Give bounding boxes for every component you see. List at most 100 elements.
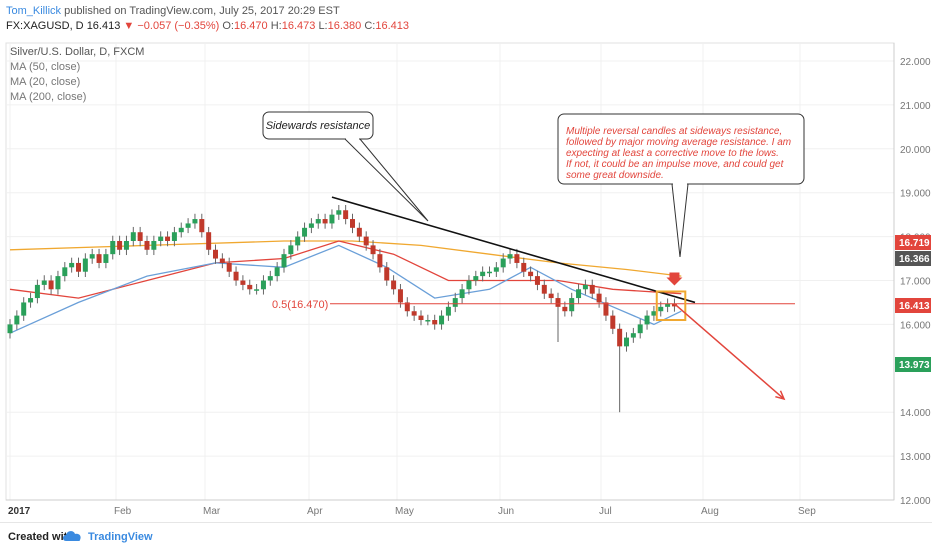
candle-body — [96, 254, 102, 263]
candle-body — [610, 315, 616, 329]
drawings — [330, 196, 795, 401]
level-label: 0.5(16.470) — [272, 299, 328, 311]
open-label: O: — [222, 20, 234, 32]
price-tag-bg — [895, 235, 931, 250]
price-chart[interactable]: Silver/U.S. Dollar, D, FXCM MA (50, clos… — [0, 37, 932, 522]
publish-info: Tom_Killick published on TradingView.com… — [6, 5, 340, 17]
candle-body — [500, 258, 506, 268]
candle-body — [329, 214, 335, 224]
candle-body — [397, 289, 403, 303]
candle-body — [528, 271, 534, 277]
candle-body — [617, 328, 623, 347]
candle-body — [596, 293, 602, 303]
resistance-trendline — [331, 196, 696, 304]
candle-body — [158, 236, 164, 241]
sidewards-callout[interactable] — [262, 111, 374, 140]
note-line-5: some great downside. — [566, 170, 664, 181]
candle-body — [336, 210, 342, 215]
candle-body — [582, 284, 588, 290]
candle-body — [562, 306, 568, 312]
down-arrow-marker-icon — [666, 272, 683, 286]
candle-body — [555, 298, 561, 307]
time-tick-label: Aug — [701, 506, 719, 517]
candle-body — [665, 303, 671, 307]
candle-body — [137, 232, 143, 241]
last-price: 16.413 — [86, 20, 121, 32]
legend-ma20: MA (20, close) — [10, 76, 80, 88]
candle-body — [48, 280, 54, 290]
time-tick-label: May — [395, 506, 414, 517]
price-tag-bg — [895, 357, 931, 372]
price-tick-label: 21.000 — [900, 101, 931, 112]
candle-body — [192, 219, 198, 224]
candle-body — [603, 302, 609, 316]
sidewards-text: Sidewards resistance — [266, 120, 371, 132]
candle-body — [651, 311, 657, 316]
price-tag-value: 16.719 — [899, 238, 930, 249]
ma200-line — [9, 240, 682, 277]
candle-body — [534, 276, 540, 285]
note-line-3: expecting at least a corrective move to … — [566, 148, 779, 159]
candle-body — [404, 302, 410, 312]
time-tick-label: Mar — [203, 506, 221, 517]
close-value: 16.413 — [375, 20, 409, 32]
forecast-arrow-line — [673, 303, 785, 400]
candle-body — [247, 284, 253, 290]
price-tag-value: 16.366 — [899, 254, 930, 265]
symbol-quote: FX:XAGUSD, D 16.413 ▼ −0.057 (−0.35%) O:… — [6, 20, 409, 32]
price-tick-label: 16.000 — [900, 320, 931, 331]
candle-body — [206, 232, 212, 250]
candle-body — [569, 298, 575, 312]
close-label: C: — [364, 20, 376, 32]
price-tick-label: 12.000 — [900, 496, 931, 507]
candle-body — [55, 276, 61, 290]
candle-body — [487, 271, 492, 274]
candle-body — [226, 262, 232, 272]
tradingview-cloud-icon[interactable] — [62, 528, 84, 544]
candle-body — [219, 258, 225, 263]
time-tick-label: Jun — [498, 506, 514, 517]
candle-body — [199, 219, 205, 233]
candle-body — [178, 227, 184, 233]
ma200-path — [9, 240, 682, 277]
candles — [7, 204, 677, 413]
time-axis[interactable]: 2017 Feb Mar Apr May Jun Jul Aug Sep — [6, 499, 894, 517]
symbol-label: FX:XAGUSD, D — [6, 20, 84, 32]
price-tag-value: 16.413 — [899, 301, 930, 312]
candle-body — [514, 254, 520, 263]
price-tags: 16.719 16.366 16.413 13.973 — [895, 235, 931, 372]
time-tick-label: Feb — [114, 506, 132, 517]
candle-body — [267, 276, 273, 281]
note-line-4: If not, it could be an impulse move, and… — [566, 159, 785, 170]
candle-body — [493, 267, 499, 272]
candle-body — [233, 271, 239, 281]
time-tick-label: Apr — [307, 506, 323, 517]
change-arrow-icon: ▼ — [123, 20, 135, 32]
plot-area[interactable] — [5, 42, 895, 501]
candle-body — [350, 219, 355, 228]
high-label: H: — [270, 20, 282, 32]
note-text: Multiple reversal candles at sideways re… — [566, 126, 791, 181]
price-axis[interactable]: 22.00021.00020.00019.00018.00017.00016.0… — [893, 43, 931, 507]
price-tick-label: 20.000 — [900, 145, 931, 156]
footer: Created with TradingView — [0, 522, 932, 551]
price-tag-bg — [895, 298, 931, 313]
candle-body — [254, 289, 260, 291]
candle-body — [644, 315, 650, 325]
candle-body — [671, 303, 677, 307]
candle-body — [185, 223, 191, 228]
candle-body — [432, 320, 438, 325]
footer-brand[interactable]: TradingView — [88, 531, 153, 543]
chart-header: Tom_Killick published on TradingView.com… — [0, 0, 932, 36]
candle-body — [274, 267, 280, 277]
candle-body — [589, 284, 595, 294]
price-tick-label: 14.000 — [900, 408, 931, 419]
reversal-highlight-box — [655, 290, 687, 322]
legend-ma200: MA (200, close) — [10, 91, 86, 103]
author-link[interactable]: Tom_Killick — [6, 5, 62, 17]
low-value: 16.380 — [327, 20, 362, 32]
forecast-arrowhead-icon — [775, 390, 786, 401]
candle-body — [624, 337, 629, 347]
footer-created-with: Created with — [8, 531, 75, 543]
candle-body — [322, 219, 328, 224]
